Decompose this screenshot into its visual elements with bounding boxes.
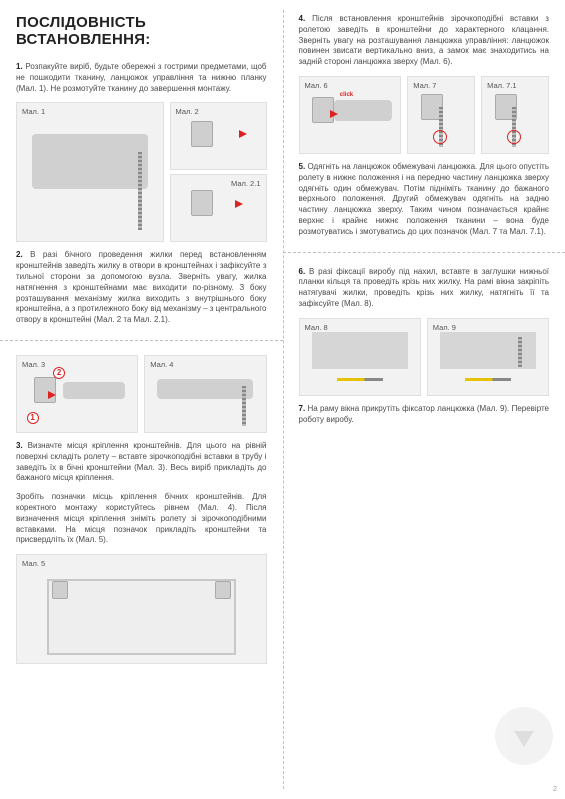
fabric-icon [440,332,536,369]
fig-row-8-9: Мал. 8 Мал. 9 [299,318,550,396]
fig-label: Мал. 3 [22,360,45,369]
fig-row-1-2: Мал. 1 Мал. 2 Мал. 2.1 [16,102,267,242]
figure-4: Мал. 4 [144,355,266,433]
fig-label: Мал. 7.1 [487,81,516,90]
fig-row-3-4: Мал. 3 1 2 Мал. 4 [16,355,267,433]
fig-label: Мал. 8 [305,323,328,332]
tube-icon [157,379,253,399]
instruction-page: ПОСЛІДОВНІСТЬ ВСТАНОВЛЕННЯ: 1. Розпакуйт… [0,0,565,799]
fabric-icon [312,332,408,369]
watermark-icon [495,707,553,765]
bracket-icon [52,581,68,599]
bracket-icon [215,581,231,599]
tube-icon [63,382,126,399]
chain-icon [242,386,246,426]
fig-label: Мал. 9 [433,323,456,332]
horizontal-divider [0,340,283,341]
fig-label: Мал. 2 [176,107,199,116]
mark-icon [507,130,521,144]
blind-illustration [32,134,148,189]
fig-label: Мал. 7 [413,81,436,90]
fig-label: Мал. 1 [22,107,45,116]
fig-label: Мал. 5 [22,559,45,568]
mark-icon [433,130,447,144]
left-column: ПОСЛІДОВНІСТЬ ВСТАНОВЛЕННЯ: 1. Розпакуйт… [0,0,283,799]
arrow-icon [330,110,338,118]
screwdriver-icon [465,378,511,381]
figure-7-1: Мал. 7.1 [481,76,549,154]
fig-label: Мал. 2.1 [231,179,260,188]
right-column: 4. Після встановлення кронштейнів зірочк… [283,0,565,799]
frame-icon [47,579,236,655]
figure-8: Мал. 8 [299,318,421,396]
fig-row-6-7: Мал. 6 click Мал. 7 Мал. 7.1 [299,76,550,154]
page-number: 2 [553,786,557,793]
step-3a: 3. Визначте місця кріплення кронштейнів.… [16,441,267,484]
horizontal-divider [283,252,565,253]
figure-1: Мал. 1 [16,102,164,242]
step-4: 4. Після встановлення кронштейнів зірочк… [299,14,550,68]
chain-icon [518,337,522,367]
fig-label: Мал. 6 [305,81,328,90]
arrow-icon [48,391,56,399]
step-7: 7. На раму вікна прикрутіть фіксатор лан… [299,404,550,426]
figure-9: Мал. 9 [427,318,549,396]
screwdriver-icon [337,378,383,381]
arrow-icon [235,200,243,208]
page-title: ПОСЛІДОВНІСТЬ ВСТАНОВЛЕННЯ: [16,14,267,48]
figure-6: Мал. 6 click [299,76,402,154]
click-label: click [340,92,353,98]
chain-icon [138,152,142,231]
badge-2: 2 [53,367,65,379]
fig-row-5: Мал. 5 [16,554,267,664]
arrow-icon [239,130,247,138]
figure-2: Мал. 2 [170,102,267,170]
step-2: 2. В разі бічного проведення жилки перед… [16,250,267,326]
badge-1: 1 [27,412,39,424]
figure-5: Мал. 5 [16,554,267,664]
tube-icon [334,100,392,121]
bracket-icon [191,121,213,147]
fig-label: Мал. 4 [150,360,173,369]
figure-2-1: Мал. 2.1 [170,174,267,242]
step-6: 6. В разі фіксації виробу під нахил, вст… [299,267,550,310]
step-5: 5. Одягніть на ланцюжок обмежувачі ланцю… [299,162,550,238]
step-1: 1. Розпакуйте виріб, будьте обережні з г… [16,62,267,94]
step-3b: Зробіть позначки місць кріплення бічних … [16,492,267,546]
bracket-icon [191,190,213,216]
figure-7: Мал. 7 [407,76,475,154]
figure-3: Мал. 3 1 2 [16,355,138,433]
